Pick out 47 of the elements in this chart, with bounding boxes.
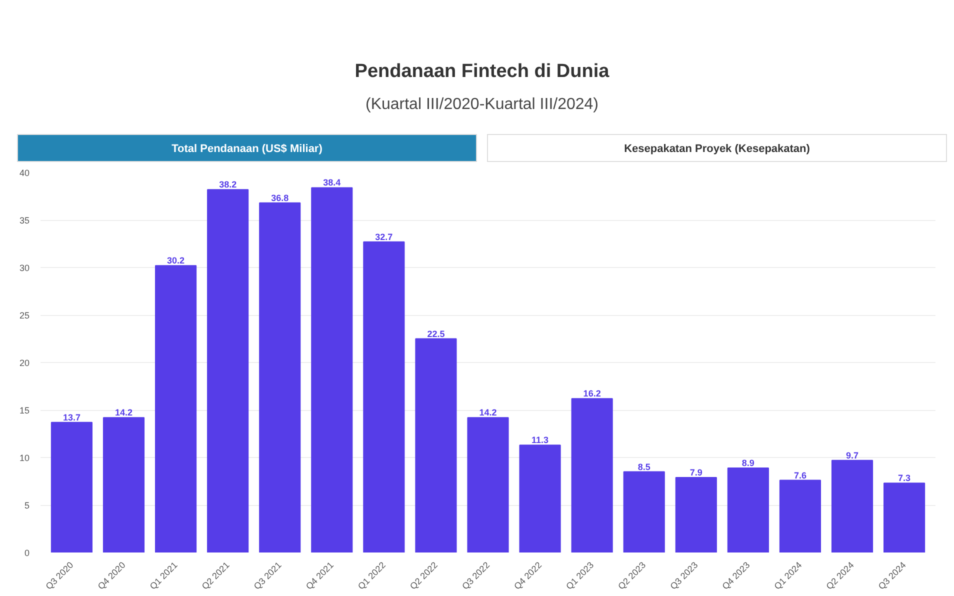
- bar: [779, 480, 822, 552]
- y-tick-label: 25: [19, 310, 30, 320]
- text: Kesepakatan Proyek (Kesepakatan): [624, 142, 810, 157]
- y-tick-label: 15: [19, 406, 30, 416]
- data-label: 8.5: [638, 462, 650, 472]
- bar: [727, 467, 769, 552]
- y-tick-label: 40: [19, 168, 30, 178]
- data-label: 14.2: [115, 408, 133, 418]
- bar: [363, 241, 405, 552]
- bar: [519, 444, 561, 552]
- data-label: 8.9: [742, 458, 754, 468]
- bar: [831, 460, 874, 552]
- data-label: 7.6: [794, 470, 806, 480]
- bar: [415, 338, 457, 552]
- y-tick-label: 10: [19, 453, 30, 463]
- data-label: 7.9: [690, 467, 702, 478]
- bar: [571, 398, 613, 552]
- bar: [311, 187, 353, 552]
- bar: [883, 482, 926, 552]
- data-label: 7.3: [898, 473, 911, 484]
- data-label: 38.2: [219, 180, 237, 190]
- bar: [102, 417, 145, 552]
- bar: [467, 417, 509, 552]
- data-label: 11.3: [532, 435, 549, 446]
- bar: [50, 422, 93, 552]
- data-label: 9.7: [846, 450, 859, 460]
- text: Total Pendanaan (US$ Miliar): [172, 142, 322, 157]
- data-label: 13.7: [62, 412, 80, 422]
- bar: [259, 202, 301, 552]
- data-label: 22.5: [427, 328, 445, 339]
- data-label: 32.7: [375, 232, 393, 242]
- bar: [675, 476, 717, 552]
- data-label: 14.2: [479, 408, 497, 418]
- y-tick-label: 30: [19, 263, 30, 273]
- chart-title: Pendanaan Fintech di Dunia: [354, 60, 610, 84]
- bar: [623, 471, 665, 552]
- y-tick-label: 20: [19, 358, 30, 368]
- y-tick-label: 35: [19, 216, 30, 226]
- y-tick-label: 5: [24, 500, 30, 510]
- data-label: 38.4: [323, 178, 341, 188]
- bar: [207, 189, 249, 552]
- bar: [154, 265, 197, 552]
- chart-subtitle: (Kuartal III/2020-Kuartal III/2024): [365, 95, 598, 115]
- data-label: 30.2: [167, 256, 185, 266]
- data-label: 36.8: [271, 192, 289, 203]
- y-tick-label: 0: [24, 548, 30, 558]
- data-label: 16.2: [583, 388, 601, 399]
